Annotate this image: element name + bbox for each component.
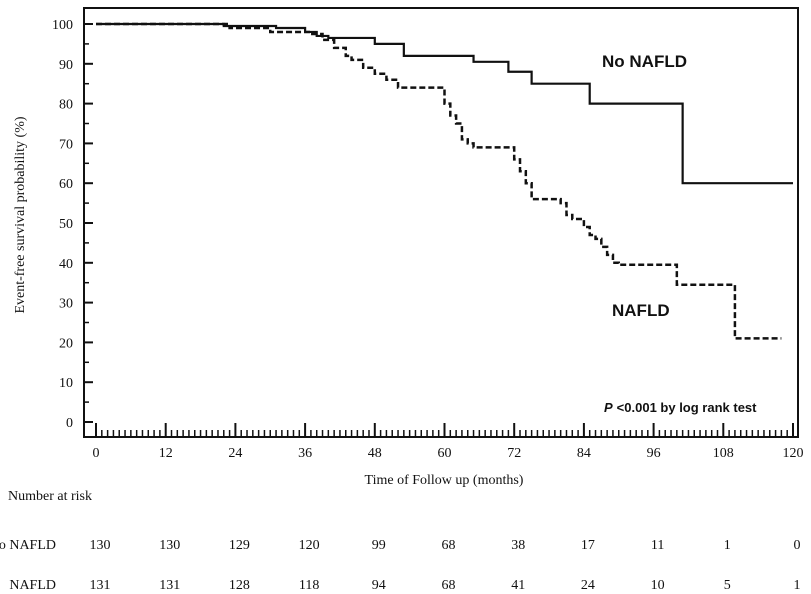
x-tick-label: 24 — [228, 446, 242, 461]
p-value-symbol: P — [604, 400, 613, 415]
x-tick-label: 48 — [368, 446, 382, 461]
x-tick-label: 36 — [298, 446, 312, 461]
y-tick-label: 80 — [59, 98, 73, 113]
x-tick-label: 120 — [783, 446, 804, 461]
risk-count: 130 — [90, 538, 111, 553]
risk-count: 130 — [159, 538, 180, 553]
risk-count: 128 — [229, 578, 250, 593]
risk-count: 10 — [651, 578, 665, 593]
series-label-no-nafld: No NAFLD — [602, 52, 687, 71]
y-tick-label: 60 — [59, 177, 73, 192]
series-line-nafld — [96, 22, 782, 340]
risk-count: 1 — [794, 578, 801, 593]
risk-count: 131 — [159, 578, 180, 593]
x-tick-label: 108 — [713, 446, 734, 461]
risk-count: 94 — [372, 578, 386, 593]
risk-table-title: Number at risk — [8, 489, 92, 504]
x-tick-label: 72 — [507, 446, 521, 461]
risk-count: 99 — [372, 538, 386, 553]
risk-count: 131 — [90, 578, 111, 593]
risk-count: 1 — [724, 538, 731, 553]
axes: 0 10 20 30 40 50 60 70 80 90 100 0 12 24 36 48 60 72 84 96 1… — [52, 7, 804, 461]
risk-count: 41 — [511, 578, 525, 593]
risk-count: 0 — [794, 538, 801, 553]
y-tick-label: 90 — [59, 58, 73, 73]
y-tick-label: 30 — [59, 297, 73, 312]
x-axis-title: Time of Follow up (months) — [365, 473, 524, 488]
y-tick-label: 40 — [59, 257, 73, 272]
risk-table: No NAFLD130130129120996838171110NAFLD131… — [0, 538, 801, 593]
y-tick-label: 100 — [52, 18, 73, 33]
y-tick-label: 0 — [66, 416, 73, 431]
x-tick-label: 0 — [93, 446, 100, 461]
risk-count: 24 — [581, 578, 595, 593]
series-label-nafld: NAFLD — [612, 301, 670, 320]
risk-row-label: No NAFLD — [0, 538, 56, 553]
risk-count: 5 — [724, 578, 731, 593]
p-value-text: <0.001 by log rank test — [617, 400, 757, 415]
series — [96, 22, 793, 340]
x-tick-label: 60 — [438, 446, 452, 461]
risk-count: 129 — [229, 538, 250, 553]
p-value-annotation: P <0.001 by log rank test — [604, 400, 757, 415]
y-tick-label: 10 — [59, 376, 73, 391]
risk-count: 120 — [299, 538, 320, 553]
y-tick-label: 50 — [59, 217, 73, 232]
series-line-no-nafld — [96, 22, 793, 185]
risk-row-label: NAFLD — [9, 578, 56, 593]
y-tick-label: 70 — [59, 137, 73, 152]
y-axis-title: Event-free survival probability (%) — [13, 116, 28, 313]
risk-count: 17 — [581, 538, 595, 553]
plot-frame — [83, 7, 799, 438]
risk-count: 118 — [299, 578, 319, 593]
x-tick-label: 84 — [577, 446, 591, 461]
risk-count: 68 — [442, 538, 456, 553]
risk-count: 11 — [651, 538, 664, 553]
risk-count: 38 — [511, 538, 525, 553]
x-tick-label: 96 — [647, 446, 661, 461]
y-tick-label: 20 — [59, 336, 73, 351]
risk-count: 68 — [442, 578, 456, 593]
x-tick-label: 12 — [159, 446, 173, 461]
